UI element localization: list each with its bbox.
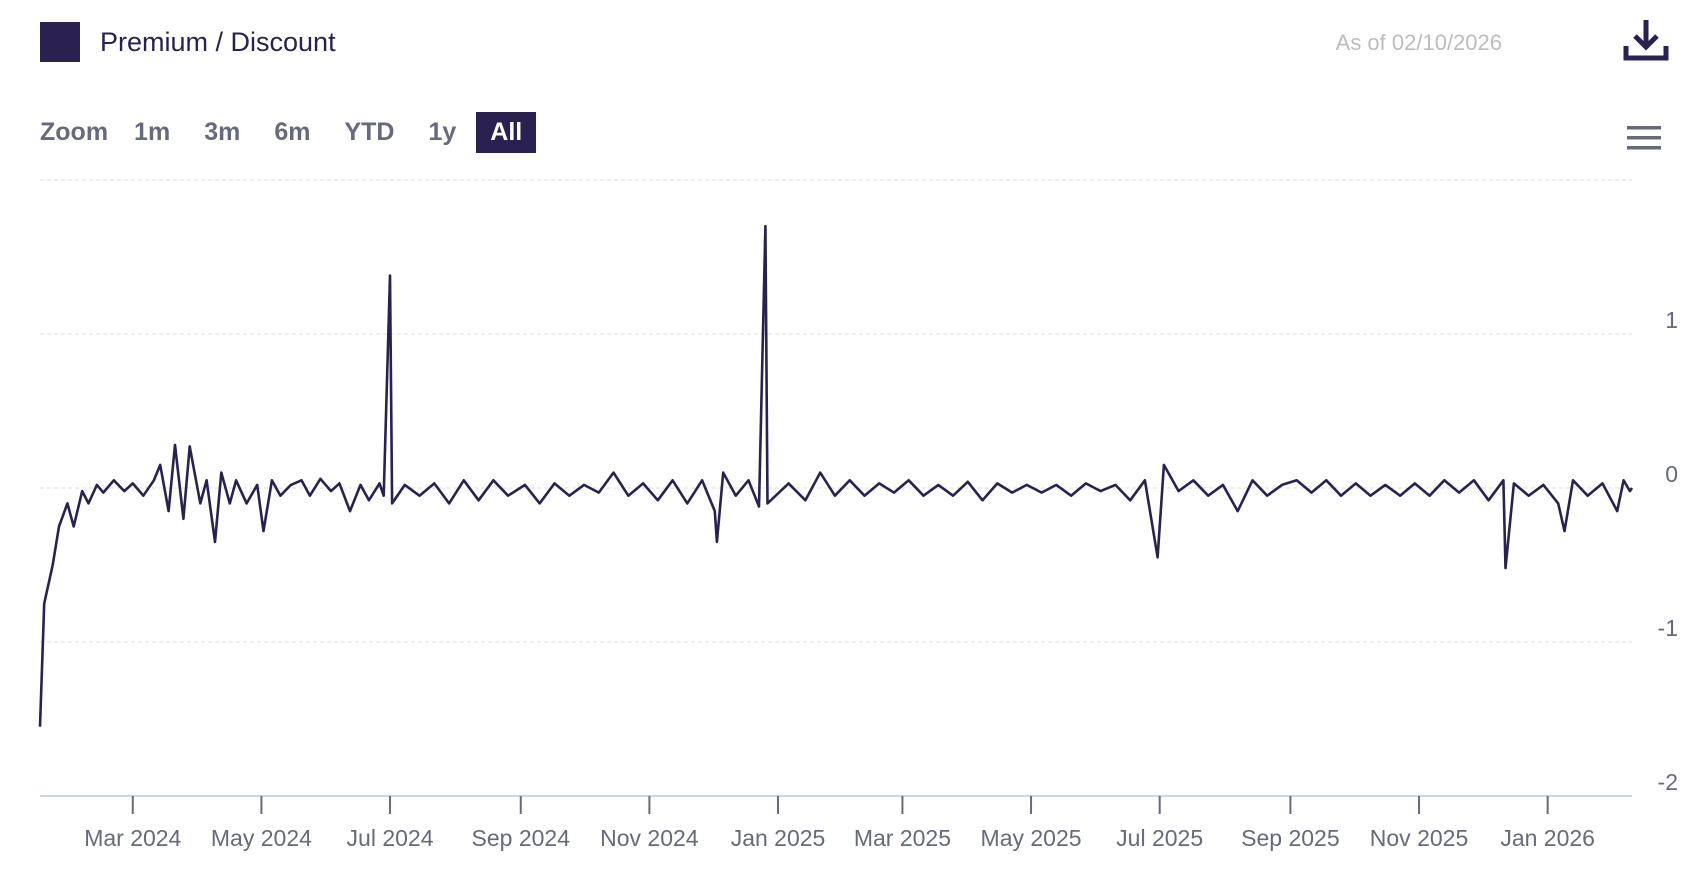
as-of-date: As of 02/10/2026 — [1335, 30, 1502, 55]
x-tick-label: Sep 2025 — [1241, 825, 1339, 851]
legend-swatch — [40, 22, 80, 62]
x-tick-label: Nov 2025 — [1370, 825, 1468, 851]
legend-label: Premium / Discount — [100, 26, 336, 57]
zoom-label: Zoom — [40, 118, 109, 146]
x-tick-label: Nov 2024 — [600, 825, 699, 851]
legend[interactable]: Premium / Discount — [40, 22, 336, 62]
hamburger-menu-icon[interactable] — [1627, 124, 1661, 152]
y-tick-label: 1 — [1665, 307, 1678, 333]
x-tick-label: Mar 2025 — [854, 825, 951, 851]
y-tick-label: -2 — [1658, 769, 1678, 795]
series-line — [38, 224, 1634, 727]
zoom-1m-button[interactable]: 1m — [134, 118, 171, 146]
zoom-ytd-button[interactable]: YTD — [344, 118, 395, 146]
zoom-all-button[interactable]: All — [476, 112, 537, 153]
y-tick-label: -1 — [1658, 615, 1678, 641]
zoom-3m-button[interactable]: 3m — [204, 118, 241, 146]
zoom-6m-button[interactable]: 6m — [274, 118, 311, 146]
x-tick-label: Jan 2025 — [731, 825, 826, 851]
x-tick-label: Jan 2026 — [1500, 825, 1595, 851]
x-tick-label: May 2024 — [211, 825, 312, 851]
x-tick-label: Jul 2024 — [347, 825, 434, 851]
download-icon[interactable] — [1622, 16, 1670, 66]
x-tick-label: May 2025 — [981, 825, 1082, 851]
y-tick-label: 0 — [1665, 461, 1678, 487]
zoom-bar: Zoom 1m 3m 6m YTD 1y All — [40, 112, 542, 153]
x-tick-label: Mar 2024 — [84, 825, 181, 851]
zoom-1y-button[interactable]: 1y — [428, 118, 457, 146]
x-tick-label: Sep 2024 — [472, 825, 571, 851]
x-tick-label: Jul 2025 — [1116, 825, 1203, 851]
